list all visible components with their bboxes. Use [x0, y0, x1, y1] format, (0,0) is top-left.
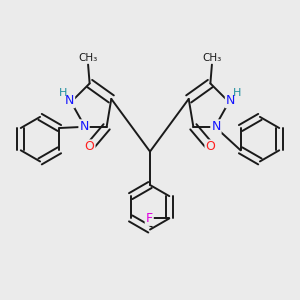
Text: H: H [59, 88, 67, 98]
Text: O: O [85, 140, 94, 153]
Text: F: F [146, 212, 153, 225]
Text: CH₃: CH₃ [202, 53, 221, 63]
Text: H: H [233, 88, 241, 98]
Text: N: N [80, 120, 89, 133]
Text: CH₃: CH₃ [79, 53, 98, 63]
Text: N: N [211, 120, 220, 133]
Text: N: N [226, 94, 235, 107]
Text: O: O [206, 140, 215, 153]
Text: N: N [65, 94, 74, 107]
